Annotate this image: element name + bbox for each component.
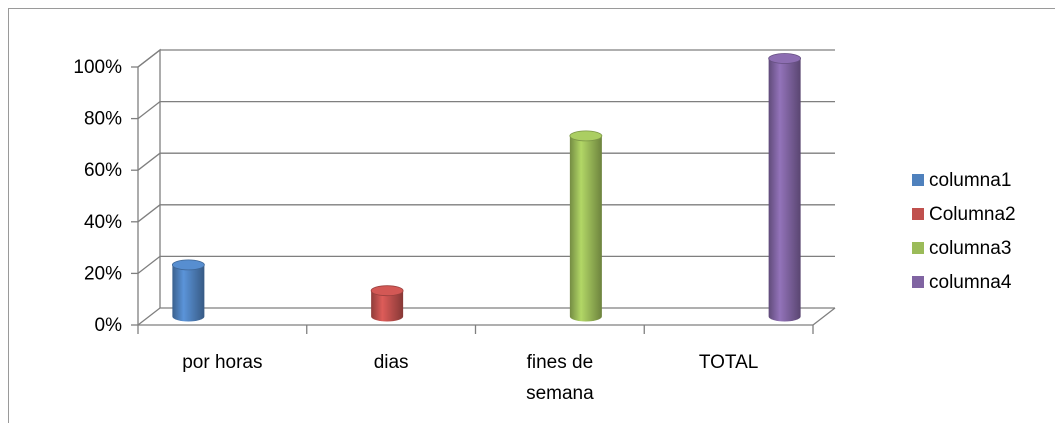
cylinder bbox=[768, 53, 802, 322]
x-tick-line: por horas bbox=[182, 352, 262, 373]
y-tick-label: 0% bbox=[95, 315, 123, 336]
grid-line bbox=[137, 100, 835, 120]
grid-line bbox=[137, 204, 835, 223]
cylinder-body bbox=[371, 290, 404, 322]
cylinder-body bbox=[768, 58, 801, 322]
cylinder-top bbox=[171, 259, 205, 271]
legend-label: columna3 bbox=[929, 238, 1011, 259]
grid-line bbox=[137, 49, 835, 68]
cylinder bbox=[171, 259, 205, 322]
grid-line bbox=[137, 255, 835, 274]
cylinder bbox=[370, 285, 404, 322]
grid-line bbox=[137, 152, 835, 171]
x-tick-line: fines de bbox=[527, 352, 594, 373]
floor-edge bbox=[812, 307, 836, 326]
y-tick-label: 80% bbox=[84, 109, 122, 130]
cylinder bbox=[569, 130, 603, 322]
x-tick-label: TOTAL bbox=[699, 352, 758, 373]
cylinder-top bbox=[768, 53, 802, 64]
y-tick-label: 100% bbox=[73, 57, 122, 78]
y-tick-label: 40% bbox=[84, 212, 122, 233]
cylinder-top bbox=[370, 285, 404, 297]
cylinder-body bbox=[569, 135, 602, 322]
chart-border bbox=[8, 8, 1055, 423]
legend-label: Columna2 bbox=[929, 204, 1016, 225]
legend-label: columna4 bbox=[929, 272, 1012, 293]
legend-swatch bbox=[912, 276, 924, 288]
y-tick-label: 60% bbox=[84, 160, 122, 181]
x-tick-line: dias bbox=[374, 352, 409, 373]
y-tick-label: 20% bbox=[84, 263, 122, 284]
x-tick-line: semana bbox=[526, 383, 594, 404]
x-tick-label: por horas bbox=[182, 352, 262, 373]
legend-swatch bbox=[912, 242, 924, 254]
cylinder-body bbox=[172, 264, 205, 322]
x-tick-line: TOTAL bbox=[699, 352, 758, 373]
legend-swatch bbox=[912, 208, 924, 220]
x-tick-label: fines de semana bbox=[526, 352, 594, 404]
legend-swatch bbox=[912, 174, 924, 186]
wall-edge bbox=[137, 48, 161, 325]
legend-label: columna1 bbox=[929, 170, 1011, 191]
x-tick-label: dias bbox=[374, 352, 409, 373]
cylinder-top bbox=[569, 130, 603, 142]
grid-line bbox=[137, 307, 835, 326]
